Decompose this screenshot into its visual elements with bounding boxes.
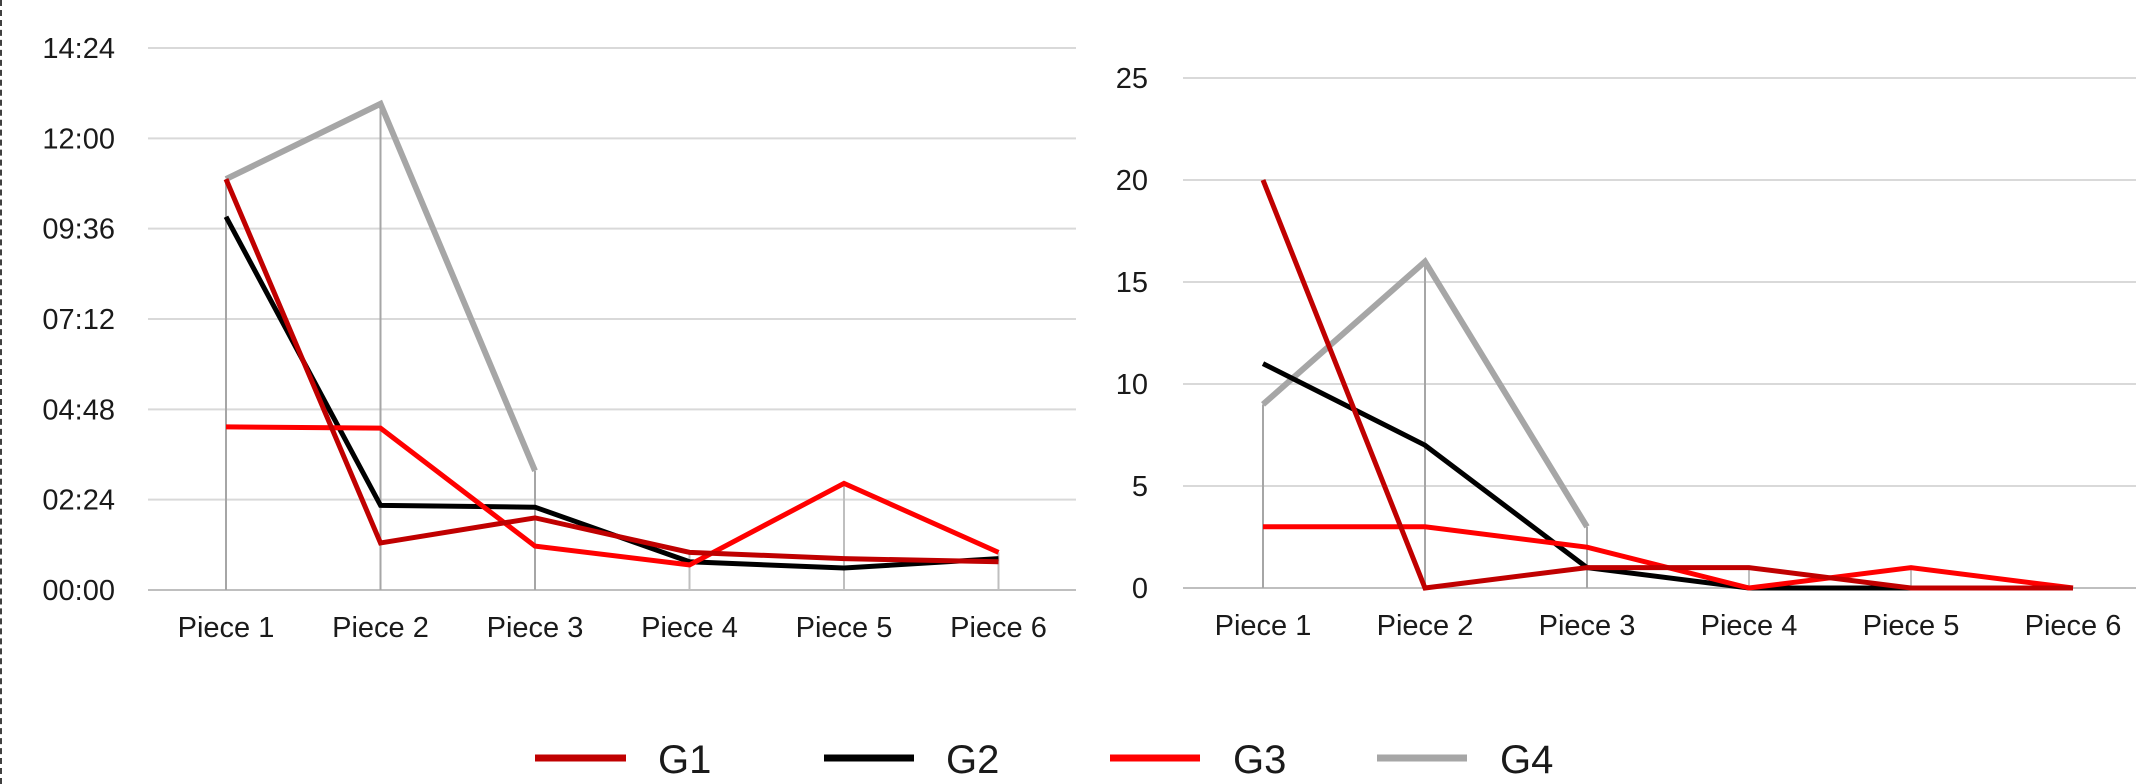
- y-tick-label: 15: [1116, 267, 1148, 299]
- y-tick-label: 07:12: [42, 304, 115, 336]
- series-line-g4: [224, 99, 538, 472]
- x-tick-label: Piece 3: [487, 612, 584, 644]
- legend-label-g1: G1: [658, 738, 711, 782]
- y-tick-label: 5: [1132, 471, 1148, 503]
- x-tick-label: Piece 1: [1215, 610, 1312, 642]
- legend-label-g3: G3: [1233, 738, 1286, 782]
- y-tick-label: 20: [1116, 165, 1148, 197]
- series-line-g2: [1261, 361, 2073, 591]
- x-tick-label: Piece 5: [796, 612, 893, 644]
- x-tick-label: Piece 3: [1539, 610, 1636, 642]
- series-line-g1: [1260, 179, 2073, 591]
- x-tick-label: Piece 6: [2025, 610, 2122, 642]
- chart-1: 00:00 02:24 04:48 07:12 09:36 12:00 14:24 Piece…: [42, 33, 1076, 644]
- y-tick-label: 14:24: [42, 33, 115, 65]
- x-tick-label: Piece 6: [950, 612, 1047, 644]
- series-line-g2: [223, 215, 999, 571]
- x-tick-label: Piece 4: [1701, 610, 1798, 642]
- y-tick-label: 09:36: [42, 214, 115, 246]
- series-line-g4: [1261, 256, 1590, 529]
- dashed-left-border: [0, 0, 2, 784]
- legend-label-g4: G4: [1500, 738, 1553, 782]
- legend: G1 G2 G3 G4: [535, 738, 1553, 782]
- y-tick-label: 10: [1116, 369, 1148, 401]
- y-tick-label: 25: [1116, 63, 1148, 95]
- y-tick-label: 0: [1132, 573, 1148, 605]
- x-tick-label: Piece 2: [1377, 610, 1474, 642]
- chart-2: 0 5 10 15 20 25 Piece 1 Piece 2 Piece 3 Piece 4 Pi…: [1116, 63, 2136, 642]
- series-line-g3: [225, 424, 1000, 568]
- y-tick-label: 00:00: [42, 575, 115, 607]
- y-tick-label: 12:00: [42, 123, 115, 155]
- x-tick-label: Piece 4: [641, 612, 738, 644]
- series-line-g1: [223, 178, 999, 565]
- y-tick-label: 02:24: [42, 485, 115, 517]
- legend-label-g2: G2: [946, 738, 999, 782]
- x-tick-label: Piece 5: [1863, 610, 1960, 642]
- x-tick-label: Piece 2: [332, 612, 429, 644]
- y-tick-label: 04:48: [42, 394, 115, 426]
- x-tick-label: Piece 1: [178, 612, 275, 644]
